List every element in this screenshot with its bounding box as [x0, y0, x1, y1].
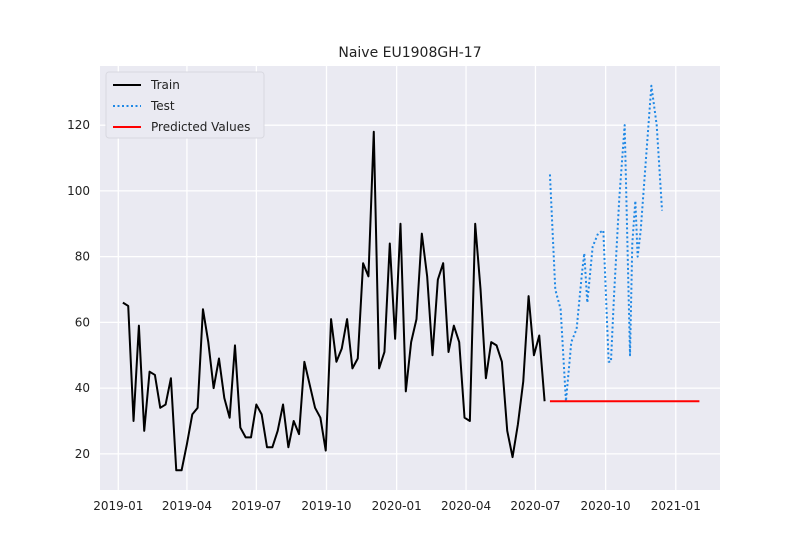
y-tick-label: 100: [67, 184, 90, 198]
x-tick-label: 2019-04: [162, 499, 212, 513]
x-tick-label: 2020-07: [510, 499, 560, 513]
x-tick-label: 2019-01: [93, 499, 143, 513]
x-tick-label: 2021-01: [651, 499, 701, 513]
series-line-train: [122, 130, 546, 472]
x-tick-label: 2019-07: [231, 499, 281, 513]
series-layer: [122, 84, 700, 472]
chart-title: Naive EU1908GH-17: [338, 45, 481, 61]
y-tick-label: 20: [75, 447, 90, 461]
legend-label: Test: [150, 99, 175, 113]
x-tick-label: 2020-04: [441, 499, 491, 513]
y-tick-label: 80: [75, 250, 90, 264]
legend-box: [105, 71, 265, 139]
legend-label: Train: [150, 78, 180, 92]
y-tick-label: 60: [75, 315, 90, 329]
series-line-test: [548, 84, 664, 403]
x-tick-label: 2020-10: [581, 499, 631, 513]
legend-label: Predicted Values: [151, 120, 250, 134]
x-tick-label: 2020-01: [372, 499, 422, 513]
y-tick-label: 120: [67, 118, 90, 132]
legend: Train Test Predicted Values: [105, 71, 265, 139]
y-tick-label: 40: [75, 381, 90, 395]
x-tick-label: 2019-10: [301, 499, 351, 513]
tick-labels: 2019-01 2019-04 2019-07 2019-10 2020-01 2020-…: [67, 118, 701, 513]
